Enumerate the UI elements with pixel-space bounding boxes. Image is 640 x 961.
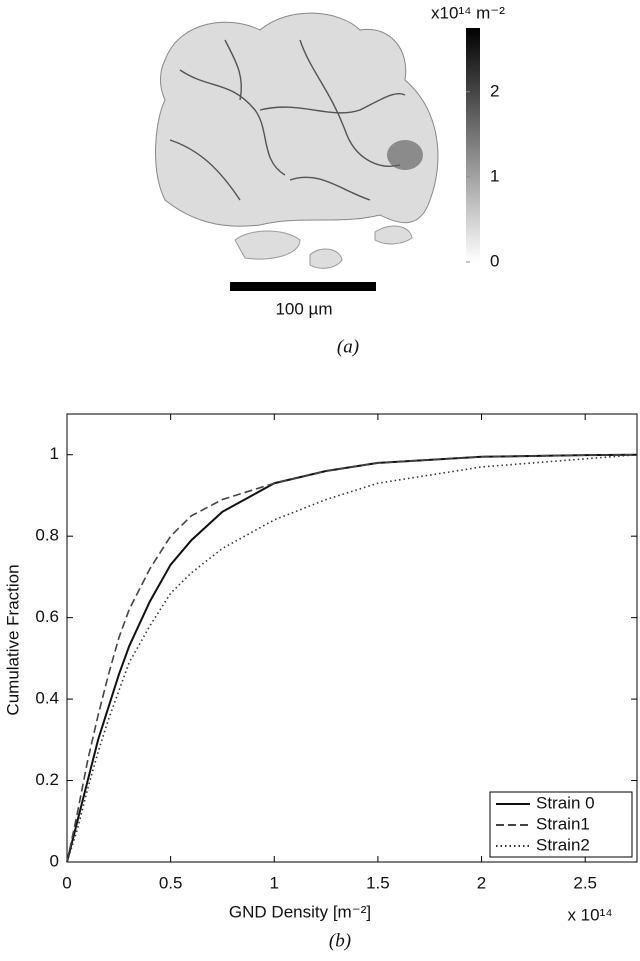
colorbar-tick-label: 0 [490,251,499,270]
colorbar-tick-label: 1 [490,166,499,185]
x-tick-label: 1 [270,873,279,892]
y-tick-label: 0 [50,851,59,870]
plot-area [66,413,638,863]
y-axis-label: Cumulative Fraction [3,564,22,715]
scale-bar-label: 100 µm [275,299,332,318]
y-tick-label: 0.2 [35,770,59,789]
x-multiplier: x 10¹⁴ [567,905,612,924]
x-tick-label: 1.5 [366,873,390,892]
caption: (b) [329,930,351,951]
y-tick-label: 0.4 [35,689,59,708]
colorbar [466,28,480,262]
x-tick-label: 2.5 [573,873,597,892]
scale-bar [230,282,376,291]
y-tick-label: 0.8 [35,526,59,545]
micrograph [155,12,439,269]
y-tick-label: 0.6 [35,607,59,626]
series-line [66,453,638,863]
series-line [66,453,638,863]
legend-label: Strain 0 [536,793,595,812]
x-axis-label: GND Density [m⁻²] [229,902,371,921]
legend-label: Strain2 [536,835,590,854]
y-tick-label: 1 [50,444,59,463]
x-tick-label: 2 [477,873,486,892]
x-tick-label: 0.5 [159,873,183,892]
x-tick-label: 0 [62,873,71,892]
legend-label: Strain1 [536,814,590,833]
caption: (a) [337,336,359,357]
colorbar-label: x10¹⁴ m⁻² [431,3,505,22]
colorbar-tick-label: 2 [490,81,499,100]
